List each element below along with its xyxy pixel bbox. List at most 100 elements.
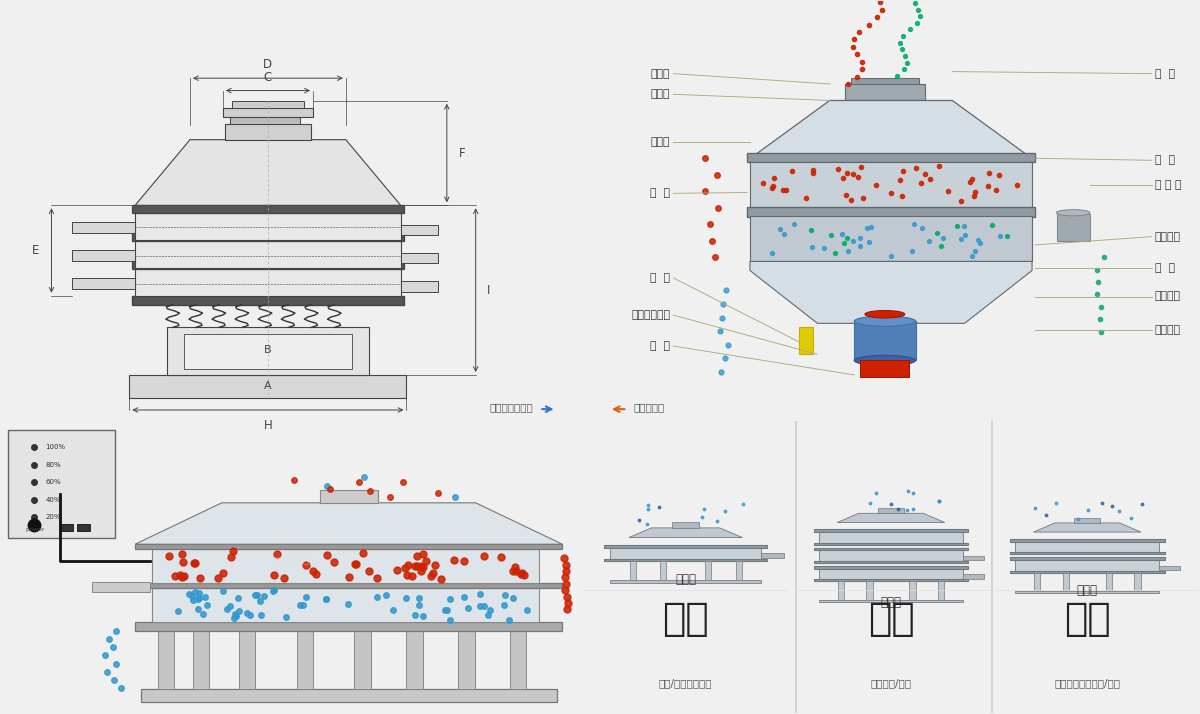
Bar xyxy=(1015,590,1159,593)
Bar xyxy=(838,581,844,600)
Text: 筛  盘: 筛 盘 xyxy=(1154,263,1175,273)
Text: A: A xyxy=(264,381,271,391)
Text: H: H xyxy=(264,419,272,432)
Bar xyxy=(232,101,305,109)
Bar xyxy=(152,550,539,583)
Text: 分级: 分级 xyxy=(662,600,709,638)
Polygon shape xyxy=(136,503,563,544)
Bar xyxy=(78,524,90,531)
Bar xyxy=(458,631,474,689)
Ellipse shape xyxy=(854,316,916,326)
Bar xyxy=(706,561,712,580)
Text: 上部重锤: 上部重锤 xyxy=(1154,231,1181,241)
Bar xyxy=(1015,558,1159,573)
Bar xyxy=(193,631,209,689)
Text: 去除液体中的颗粒/异物: 去除液体中的颗粒/异物 xyxy=(1055,678,1121,688)
Bar xyxy=(1063,573,1069,591)
Bar xyxy=(136,583,563,588)
Text: 防尘盖: 防尘盖 xyxy=(650,89,671,99)
Bar xyxy=(72,250,136,261)
Bar xyxy=(604,559,767,561)
Bar xyxy=(158,631,174,689)
Ellipse shape xyxy=(1056,210,1090,216)
Ellipse shape xyxy=(854,356,916,366)
Bar xyxy=(1034,573,1040,591)
Bar xyxy=(1074,518,1100,523)
Polygon shape xyxy=(756,101,1026,154)
Text: 双层式: 双层式 xyxy=(1076,584,1098,598)
Bar xyxy=(672,523,700,528)
Text: I: I xyxy=(487,283,491,296)
Text: 20%: 20% xyxy=(46,514,61,521)
Bar xyxy=(8,430,115,538)
Text: 机  座: 机 座 xyxy=(650,341,671,351)
Bar xyxy=(746,154,1036,162)
Polygon shape xyxy=(838,513,944,523)
Bar xyxy=(152,588,539,622)
Text: 结构示意图: 结构示意图 xyxy=(634,402,665,412)
Bar xyxy=(910,581,916,600)
Text: 网  架: 网 架 xyxy=(1154,156,1175,166)
Bar xyxy=(814,561,968,563)
Text: 外形尺寸示意图: 外形尺寸示意图 xyxy=(490,402,534,412)
Bar xyxy=(820,531,962,545)
Bar xyxy=(136,544,563,550)
Text: 三层式: 三层式 xyxy=(881,596,901,609)
Bar xyxy=(130,375,407,398)
Bar xyxy=(820,548,962,563)
Text: 颗粒/粉末准确分级: 颗粒/粉末准确分级 xyxy=(659,678,713,688)
Bar xyxy=(354,631,371,689)
Text: 80%: 80% xyxy=(46,462,61,468)
Bar xyxy=(878,508,904,513)
Bar xyxy=(1159,565,1181,570)
Bar xyxy=(851,78,918,84)
Text: 运输固定螺栓: 运输固定螺栓 xyxy=(631,310,671,320)
Bar xyxy=(799,328,812,354)
Bar xyxy=(136,213,401,240)
Bar xyxy=(132,261,403,269)
Bar xyxy=(814,530,968,532)
Bar xyxy=(761,553,784,558)
Polygon shape xyxy=(629,528,743,538)
Bar xyxy=(140,689,557,703)
Bar xyxy=(132,206,403,213)
Bar xyxy=(1009,558,1165,560)
Bar xyxy=(814,543,968,545)
Bar xyxy=(750,216,1032,261)
Bar xyxy=(860,361,910,377)
Bar xyxy=(866,581,872,600)
Text: power: power xyxy=(25,526,44,531)
Bar xyxy=(736,561,742,580)
Text: 40%: 40% xyxy=(46,497,61,503)
Bar xyxy=(610,580,761,583)
Bar xyxy=(814,548,968,550)
Text: 加 重 块: 加 重 块 xyxy=(1154,180,1181,190)
Bar xyxy=(1134,573,1140,591)
Bar xyxy=(814,579,968,581)
Bar xyxy=(630,561,636,580)
Bar xyxy=(1105,573,1112,591)
Bar xyxy=(223,109,313,116)
Bar xyxy=(230,116,300,124)
Text: 束  环: 束 环 xyxy=(650,188,671,198)
Bar xyxy=(401,281,438,291)
Bar xyxy=(750,161,1032,208)
Polygon shape xyxy=(1033,523,1141,532)
Text: 下部重锤: 下部重锤 xyxy=(1154,325,1181,335)
Polygon shape xyxy=(136,140,401,206)
Text: 单层式: 单层式 xyxy=(676,573,696,585)
Text: 60%: 60% xyxy=(46,479,61,486)
Bar xyxy=(60,524,73,531)
Text: 筛  网: 筛 网 xyxy=(1154,69,1175,79)
Bar xyxy=(72,278,136,289)
Bar xyxy=(510,631,527,689)
Text: 进料口: 进料口 xyxy=(650,69,671,79)
Text: B: B xyxy=(264,345,271,355)
Bar xyxy=(296,631,313,689)
Text: 弹  簧: 弹 簧 xyxy=(650,273,671,283)
Bar xyxy=(1009,570,1165,573)
Bar xyxy=(132,296,403,305)
Text: F: F xyxy=(458,146,466,160)
Bar xyxy=(962,556,984,560)
Bar xyxy=(132,233,403,241)
